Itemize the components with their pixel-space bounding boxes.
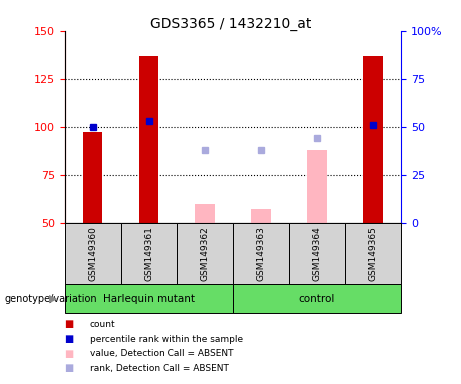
Text: GSM149365: GSM149365 bbox=[368, 226, 378, 281]
Text: genotype/variation: genotype/variation bbox=[5, 293, 97, 304]
Bar bbox=[307, 150, 327, 223]
Bar bbox=[83, 132, 102, 223]
Bar bbox=[233, 223, 289, 284]
Text: count: count bbox=[90, 320, 116, 329]
Text: rank, Detection Call = ABSENT: rank, Detection Call = ABSENT bbox=[90, 364, 229, 373]
Bar bbox=[121, 223, 177, 284]
Text: control: control bbox=[299, 293, 335, 304]
Text: GSM149364: GSM149364 bbox=[313, 226, 321, 281]
Bar bbox=[233, 284, 401, 313]
Text: ■: ■ bbox=[65, 334, 74, 344]
Text: ■: ■ bbox=[65, 319, 74, 329]
Text: value, Detection Call = ABSENT: value, Detection Call = ABSENT bbox=[90, 349, 233, 358]
Bar bbox=[139, 56, 159, 223]
Bar bbox=[251, 209, 271, 223]
Text: GSM149361: GSM149361 bbox=[144, 226, 153, 281]
Text: ▶: ▶ bbox=[49, 293, 58, 304]
Text: GSM149362: GSM149362 bbox=[200, 226, 209, 281]
Bar bbox=[65, 284, 233, 313]
Text: ■: ■ bbox=[65, 349, 74, 359]
Bar bbox=[195, 204, 214, 223]
Text: ■: ■ bbox=[65, 363, 74, 373]
Text: Harlequin mutant: Harlequin mutant bbox=[103, 293, 195, 304]
Text: percentile rank within the sample: percentile rank within the sample bbox=[90, 334, 243, 344]
Bar bbox=[363, 56, 383, 223]
Text: GSM149360: GSM149360 bbox=[88, 226, 97, 281]
Bar bbox=[65, 223, 121, 284]
Text: GSM149363: GSM149363 bbox=[256, 226, 266, 281]
Bar bbox=[289, 223, 345, 284]
Bar bbox=[345, 223, 401, 284]
Bar bbox=[177, 223, 233, 284]
Text: GDS3365 / 1432210_at: GDS3365 / 1432210_at bbox=[150, 17, 311, 31]
